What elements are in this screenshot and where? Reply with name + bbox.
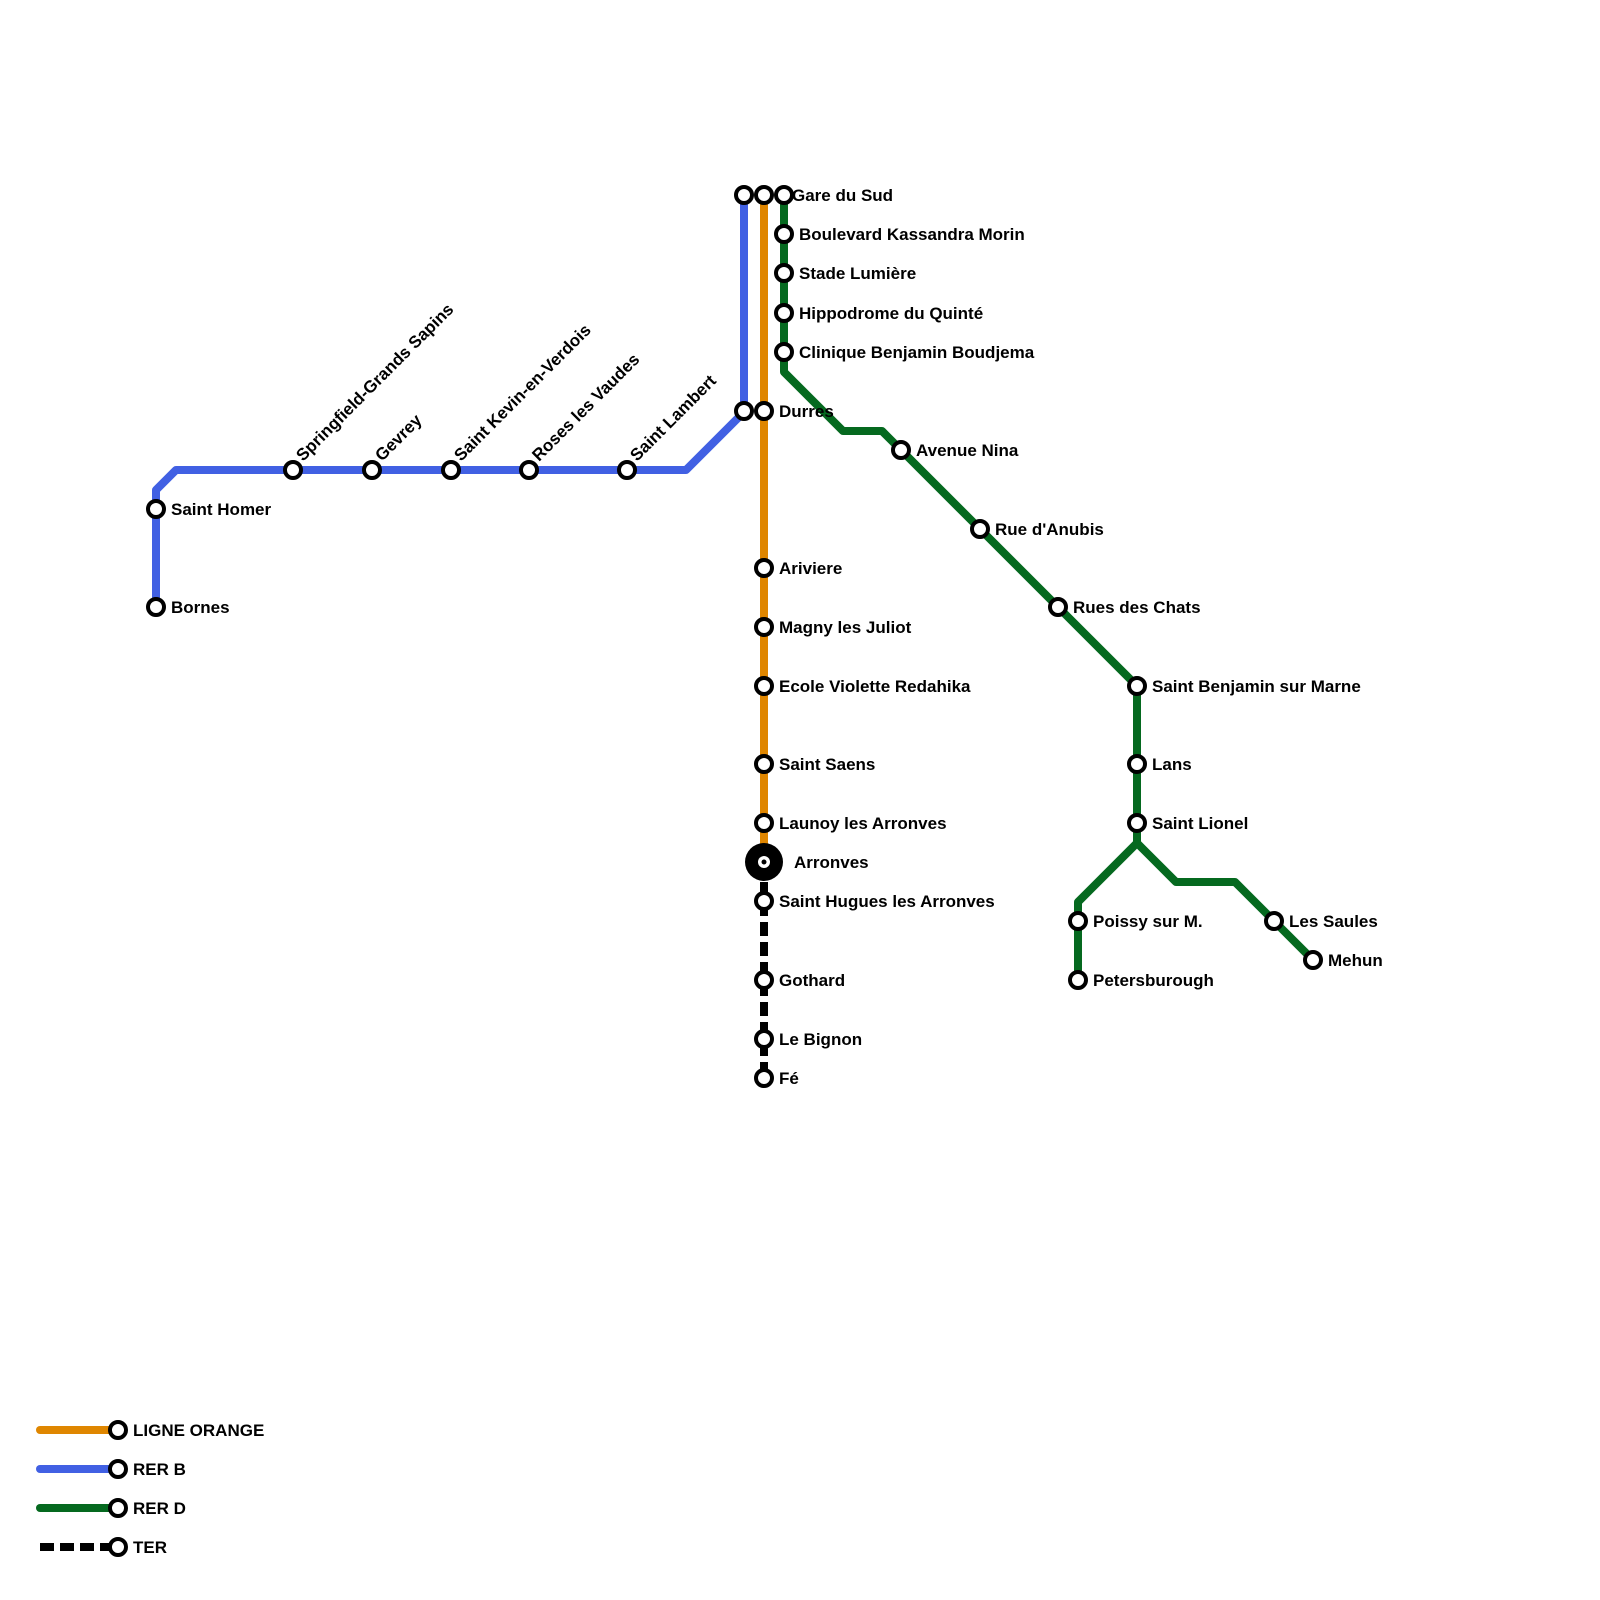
label-launoy: Launoy les Arronves <box>779 814 947 833</box>
label-saint-homer: Saint Homer <box>171 500 272 519</box>
station-fe[interactable] <box>754 1068 774 1088</box>
label-lans: Lans <box>1152 755 1192 774</box>
label-arronves: Arronves <box>794 853 869 872</box>
rer-b-line <box>152 191 748 611</box>
station-saint-saens[interactable] <box>754 754 774 774</box>
legend-station-icon <box>108 1537 128 1557</box>
station-ariviere[interactable] <box>754 558 774 578</box>
station-gothard[interactable] <box>754 970 774 990</box>
label-clinique: Clinique Benjamin Boudjema <box>799 343 1035 362</box>
station-petersburough[interactable] <box>1068 970 1088 990</box>
label-hippodrome: Hippodrome du Quinté <box>799 304 983 323</box>
station-gare-du-sud-d[interactable] <box>774 185 794 205</box>
label-saint-lionel: Saint Lionel <box>1152 814 1248 833</box>
station-bornes[interactable] <box>146 597 166 617</box>
label-magny: Magny les Juliot <box>779 618 912 637</box>
station-rues-chats[interactable] <box>1048 597 1068 617</box>
label-gare-du-sud: Gare du Sud <box>792 186 893 205</box>
station-lans[interactable] <box>1127 754 1147 774</box>
station-avenue-nina[interactable] <box>891 440 911 460</box>
label-avenue-nina: Avenue Nina <box>916 441 1019 460</box>
station-rue-anubis[interactable] <box>970 519 990 539</box>
station-durres-orange[interactable] <box>754 401 774 421</box>
station-launoy[interactable] <box>754 813 774 833</box>
legend-label-orange: LIGNE ORANGE <box>133 1421 264 1440</box>
station-magny[interactable] <box>754 617 774 637</box>
label-bornes: Bornes <box>171 598 230 617</box>
station-durres-b[interactable] <box>734 401 754 421</box>
legend-station-icon <box>108 1420 128 1440</box>
label-gothard: Gothard <box>779 971 845 990</box>
station-stade[interactable] <box>774 263 794 283</box>
label-saint-saens: Saint Saens <box>779 755 875 774</box>
label-petersburough: Petersburough <box>1093 971 1214 990</box>
label-boulevard: Boulevard Kassandra Morin <box>799 225 1025 244</box>
station-saint-benjamin[interactable] <box>1127 676 1147 696</box>
legend: LIGNE ORANGE RER B RER D TER <box>36 1420 264 1557</box>
station-boulevard[interactable] <box>774 224 794 244</box>
label-le-bignon: Le Bignon <box>779 1030 862 1049</box>
legend-station-icon <box>108 1498 128 1518</box>
station-saint-lionel[interactable] <box>1127 813 1147 833</box>
station-springfield[interactable] <box>283 460 303 480</box>
station-arronves-interchange[interactable] <box>745 843 783 881</box>
label-springfield: Springfield-Grands Sapins <box>292 300 457 465</box>
station-saint-hugues[interactable] <box>754 891 774 911</box>
station-saint-homer[interactable] <box>146 499 166 519</box>
station-gare-du-sud-orange[interactable] <box>754 185 774 205</box>
label-ariviere: Ariviere <box>779 559 842 578</box>
station-les-saules[interactable] <box>1264 911 1284 931</box>
label-gevrey: Gevrey <box>371 410 426 465</box>
legend-label-ter: TER <box>133 1538 167 1557</box>
station-poissy[interactable] <box>1068 911 1088 931</box>
station-gare-du-sud-b[interactable] <box>734 185 754 205</box>
label-rues-chats: Rues des Chats <box>1073 598 1201 617</box>
label-saint-benjamin: Saint Benjamin sur Marne <box>1152 677 1361 696</box>
label-stade: Stade Lumière <box>799 264 916 283</box>
station-saint-lambert[interactable] <box>617 460 637 480</box>
legend-label-rer-b: RER B <box>133 1460 186 1479</box>
label-fe: Fé <box>779 1069 799 1088</box>
station-hippodrome[interactable] <box>774 303 794 323</box>
station-roses[interactable] <box>519 460 539 480</box>
label-poissy: Poissy sur M. <box>1093 912 1203 931</box>
label-saint-kevin: Saint Kevin-en-Verdois <box>450 320 594 464</box>
legend-label-rer-d: RER D <box>133 1499 186 1518</box>
station-le-bignon[interactable] <box>754 1029 774 1049</box>
label-durres: Durres <box>779 402 834 421</box>
station-gevrey[interactable] <box>362 460 382 480</box>
legend-station-icon <box>108 1459 128 1479</box>
label-rue-anubis: Rue d'Anubis <box>995 520 1104 539</box>
label-mehun: Mehun <box>1328 951 1383 970</box>
label-saint-hugues: Saint Hugues les Arronves <box>779 892 995 911</box>
label-les-saules: Les Saules <box>1289 912 1378 931</box>
station-clinique[interactable] <box>774 342 794 362</box>
station-ecole[interactable] <box>754 676 774 696</box>
station-mehun[interactable] <box>1303 950 1323 970</box>
station-saint-kevin[interactable] <box>441 460 461 480</box>
label-ecole: Ecole Violette Redahika <box>779 677 971 696</box>
